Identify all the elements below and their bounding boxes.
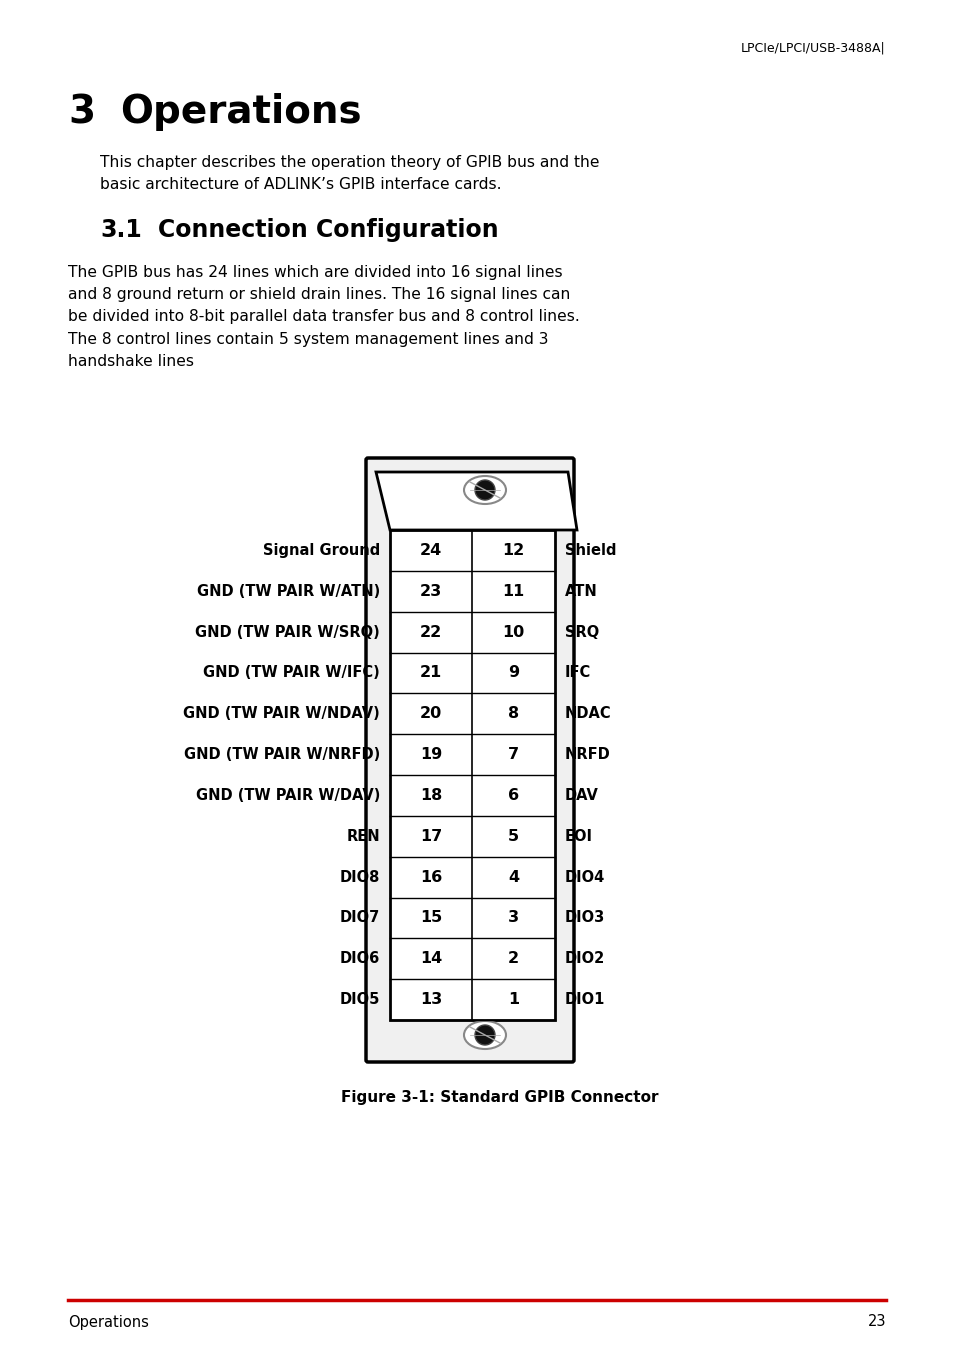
Text: 11: 11 xyxy=(502,584,524,598)
Text: 5: 5 xyxy=(508,829,518,844)
Text: Shield: Shield xyxy=(564,543,616,558)
Circle shape xyxy=(475,481,495,500)
Text: Signal Ground: Signal Ground xyxy=(262,543,379,558)
Text: DIO8: DIO8 xyxy=(339,869,379,884)
Text: 7: 7 xyxy=(508,747,518,762)
Text: GND (TW PAIR W/IFC): GND (TW PAIR W/IFC) xyxy=(203,665,379,681)
Text: 4: 4 xyxy=(508,869,518,884)
Text: Figure 3-1: Standard GPIB Connector: Figure 3-1: Standard GPIB Connector xyxy=(341,1090,659,1105)
Text: Connection Configuration: Connection Configuration xyxy=(158,218,498,242)
Text: SRQ: SRQ xyxy=(564,624,598,639)
Text: EOI: EOI xyxy=(564,829,593,844)
Text: 1: 1 xyxy=(508,992,518,1007)
Text: DIO5: DIO5 xyxy=(339,992,379,1007)
Text: DIO7: DIO7 xyxy=(339,910,379,925)
Text: NDAC: NDAC xyxy=(564,707,611,722)
Text: 23: 23 xyxy=(866,1315,885,1330)
Ellipse shape xyxy=(463,477,505,504)
Text: DIO2: DIO2 xyxy=(564,952,604,967)
Text: 9: 9 xyxy=(508,665,518,681)
Text: 3: 3 xyxy=(508,910,518,925)
Text: ATN: ATN xyxy=(564,584,598,598)
Text: 3.1: 3.1 xyxy=(100,218,142,242)
Text: GND (TW PAIR W/SRQ): GND (TW PAIR W/SRQ) xyxy=(195,624,379,639)
Text: 20: 20 xyxy=(419,707,442,722)
Text: 6: 6 xyxy=(508,788,518,803)
Text: GND (TW PAIR W/NRFD): GND (TW PAIR W/NRFD) xyxy=(184,747,379,762)
Text: The GPIB bus has 24 lines which are divided into 16 signal lines
and 8 ground re: The GPIB bus has 24 lines which are divi… xyxy=(68,265,579,368)
Text: Operations: Operations xyxy=(120,93,361,131)
Ellipse shape xyxy=(463,1021,505,1049)
Text: 18: 18 xyxy=(419,788,442,803)
Text: 14: 14 xyxy=(419,952,442,967)
Text: DIO4: DIO4 xyxy=(564,869,604,884)
Text: DAV: DAV xyxy=(564,788,598,803)
Text: 3: 3 xyxy=(68,93,95,131)
Text: 24: 24 xyxy=(419,543,442,558)
Circle shape xyxy=(475,1025,495,1045)
Text: 23: 23 xyxy=(419,584,442,598)
Text: 16: 16 xyxy=(419,869,442,884)
FancyBboxPatch shape xyxy=(366,458,574,1062)
Text: This chapter describes the operation theory of GPIB bus and the
basic architectu: This chapter describes the operation the… xyxy=(100,154,598,192)
Text: GND (TW PAIR W/NDAV): GND (TW PAIR W/NDAV) xyxy=(183,707,379,722)
Text: IFC: IFC xyxy=(564,665,591,681)
Text: 21: 21 xyxy=(419,665,442,681)
Text: 17: 17 xyxy=(419,829,442,844)
Text: REN: REN xyxy=(346,829,379,844)
Text: 10: 10 xyxy=(502,624,524,639)
Text: LPCIe/LPCI/USB-3488A|: LPCIe/LPCI/USB-3488A| xyxy=(740,42,885,54)
Text: 12: 12 xyxy=(502,543,524,558)
Text: NRFD: NRFD xyxy=(564,747,610,762)
Text: Operations: Operations xyxy=(68,1315,149,1330)
Text: 2: 2 xyxy=(508,952,518,967)
Text: 13: 13 xyxy=(419,992,442,1007)
Text: DIO6: DIO6 xyxy=(339,952,379,967)
Text: GND (TW PAIR W/DAV): GND (TW PAIR W/DAV) xyxy=(195,788,379,803)
Text: GND (TW PAIR W/ATN): GND (TW PAIR W/ATN) xyxy=(196,584,379,598)
Text: 15: 15 xyxy=(419,910,442,925)
Text: 19: 19 xyxy=(419,747,442,762)
Text: DIO3: DIO3 xyxy=(564,910,604,925)
Text: 8: 8 xyxy=(508,707,518,722)
Bar xyxy=(390,529,555,1020)
Polygon shape xyxy=(375,473,577,529)
Text: DIO1: DIO1 xyxy=(564,992,605,1007)
Text: 22: 22 xyxy=(419,624,442,639)
